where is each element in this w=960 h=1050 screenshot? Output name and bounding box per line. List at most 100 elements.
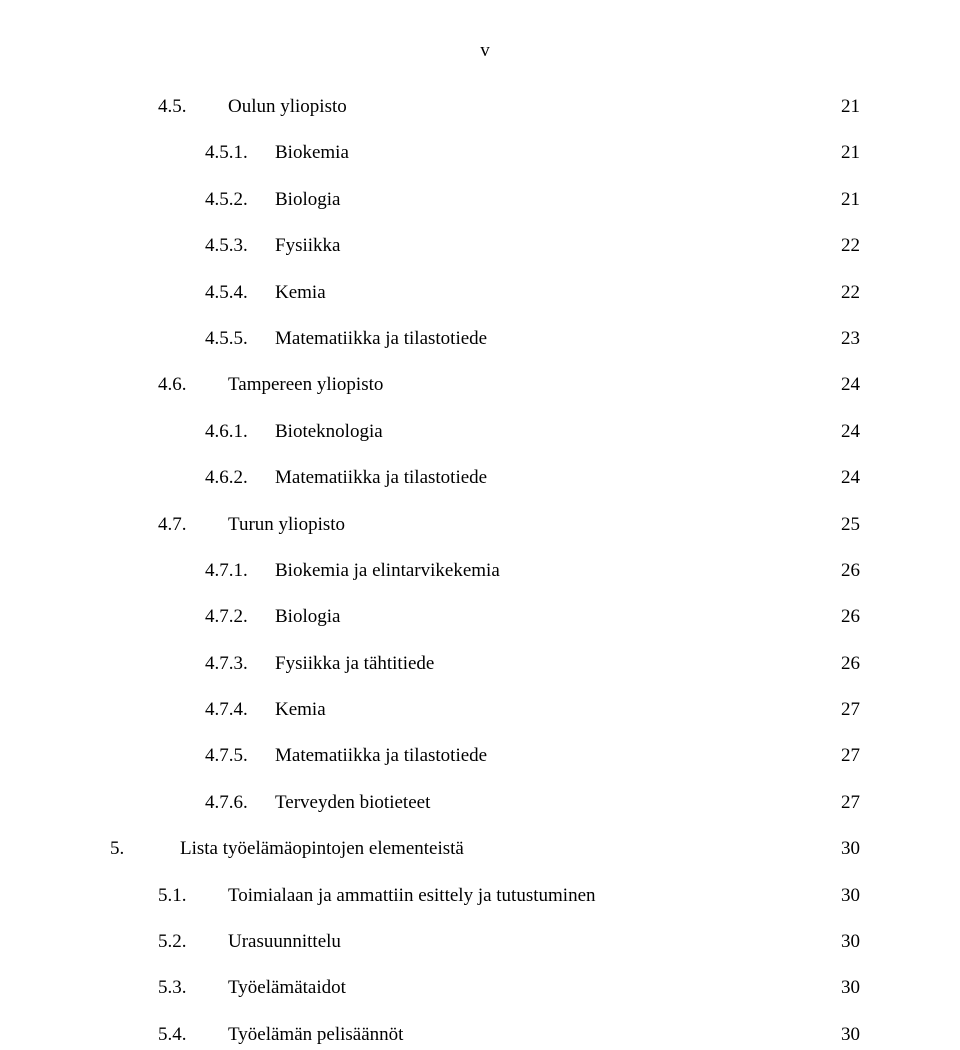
toc-entry-title: Lista työelämäopintojen elementeistä <box>180 834 464 864</box>
toc-entry-title: Tampereen yliopisto <box>228 370 383 400</box>
toc-entry-number: 4.7.3. <box>205 649 275 679</box>
toc-entry-number: 5. <box>110 834 180 864</box>
toc-entry-left: 4.6.Tampereen yliopisto <box>110 370 383 400</box>
toc-entry-page: 24 <box>820 370 860 400</box>
toc-entry-number: 4.5.4. <box>205 278 275 308</box>
toc-entry: 4.7.2.Biologia 26 <box>110 602 860 632</box>
toc-entry: 5.4.Työelämän pelisäännöt 30 <box>110 1020 860 1050</box>
toc-entry: 5.2.Urasuunnittelu 30 <box>110 927 860 957</box>
toc-entry: 4.5.2.Biologia 21 <box>110 185 860 215</box>
toc-entry: 4.5.3.Fysiikka 22 <box>110 231 860 261</box>
toc-entry-number: 4.6.1. <box>205 417 275 447</box>
toc-entry-number: 5.1. <box>158 881 228 911</box>
toc-entry-title: Urasuunnittelu <box>228 927 341 957</box>
toc-entry-page: 30 <box>820 1020 860 1050</box>
toc-entry-page: 21 <box>820 92 860 122</box>
toc-entry-page: 30 <box>820 973 860 1003</box>
toc-entry-page: 27 <box>820 741 860 771</box>
toc-entry: 5.3.Työelämätaidot 30 <box>110 973 860 1003</box>
toc-entry-left: 4.6.2.Matematiikka ja tilastotiede <box>110 463 487 493</box>
toc-entry-left: 4.6.1.Bioteknologia <box>110 417 383 447</box>
toc-entry-title: Turun yliopisto <box>228 510 345 540</box>
toc-entry-title: Biologia <box>275 602 340 632</box>
toc-entry-number: 5.2. <box>158 927 228 957</box>
toc-entry: 4.5.Oulun yliopisto 21 <box>110 92 860 122</box>
toc-entry: 4.5.1.Biokemia 21 <box>110 138 860 168</box>
toc-entry-page: 22 <box>820 278 860 308</box>
toc-entry: 4.7.5.Matematiikka ja tilastotiede 27 <box>110 741 860 771</box>
toc-entry-number: 4.6.2. <box>205 463 275 493</box>
toc-entry: 5.Lista työelämäopintojen elementeistä 30 <box>110 834 860 864</box>
toc-entry: 4.5.4.Kemia 22 <box>110 278 860 308</box>
toc-entry-page: 23 <box>820 324 860 354</box>
toc-entry-page: 27 <box>820 788 860 818</box>
toc-entry-page: 30 <box>820 927 860 957</box>
toc-entry-title: Fysiikka <box>275 231 340 261</box>
toc-entry-number: 4.7.4. <box>205 695 275 725</box>
toc-entry-number: 4.7.5. <box>205 741 275 771</box>
toc-entry-left: 5.4.Työelämän pelisäännöt <box>110 1020 403 1050</box>
toc-entry-number: 4.5. <box>158 92 228 122</box>
toc-entry-number: 4.5.3. <box>205 231 275 261</box>
toc-entry-page: 26 <box>820 602 860 632</box>
toc-entry-left: 4.5.1.Biokemia <box>110 138 349 168</box>
toc-entry-page: 21 <box>820 138 860 168</box>
toc-entry-title: Fysiikka ja tähtitiede <box>275 649 434 679</box>
toc-entry-title: Työelämän pelisäännöt <box>228 1020 403 1050</box>
toc-entry-number: 4.7. <box>158 510 228 540</box>
toc-entry-number: 4.6. <box>158 370 228 400</box>
toc-entry: 4.7.Turun yliopisto 25 <box>110 510 860 540</box>
toc-entry-left: 4.5.Oulun yliopisto <box>110 92 347 122</box>
toc-entry-left: 4.5.3.Fysiikka <box>110 231 340 261</box>
toc-entry-left: 5.1.Toimialaan ja ammattiin esittely ja … <box>110 881 596 911</box>
toc-entry-title: Biologia <box>275 185 340 215</box>
toc-entry-page: 24 <box>820 417 860 447</box>
toc-entry-title: Oulun yliopisto <box>228 92 347 122</box>
toc-entry-left: 4.7.Turun yliopisto <box>110 510 345 540</box>
toc-entry-page: 27 <box>820 695 860 725</box>
toc-entry: 4.6.2.Matematiikka ja tilastotiede24 <box>110 463 860 493</box>
toc-entry: 4.6.1.Bioteknologia 24 <box>110 417 860 447</box>
toc-entry: 4.7.3.Fysiikka ja tähtitiede 26 <box>110 649 860 679</box>
toc-entry-title: Matematiikka ja tilastotiede <box>275 741 487 771</box>
page-roman-numeral: v <box>110 40 860 62</box>
toc-entry: 5.1.Toimialaan ja ammattiin esittely ja … <box>110 881 860 911</box>
toc-entry-left: 5.Lista työelämäopintojen elementeistä <box>110 834 464 864</box>
toc-entry-left: 4.7.4.Kemia <box>110 695 326 725</box>
toc-entry: 4.5.5.Matematiikka ja tilastotiede 23 <box>110 324 860 354</box>
toc-entry-title: Toimialaan ja ammattiin esittely ja tutu… <box>228 881 596 911</box>
toc-entry: 4.7.1.Biokemia ja elintarvikekemia 26 <box>110 556 860 586</box>
toc-entry-left: 4.5.4.Kemia <box>110 278 326 308</box>
toc-entry-left: 4.7.5.Matematiikka ja tilastotiede <box>110 741 487 771</box>
toc-entry-number: 4.7.2. <box>205 602 275 632</box>
toc-entry-page: 22 <box>820 231 860 261</box>
toc-entry-page: 26 <box>820 649 860 679</box>
toc-entry-page: 25 <box>820 510 860 540</box>
toc-entry-page: 26 <box>820 556 860 586</box>
toc-entry-number: 4.7.1. <box>205 556 275 586</box>
toc-entry-title: Terveyden biotieteet <box>275 788 430 818</box>
toc-entry-number: 5.4. <box>158 1020 228 1050</box>
toc-entry-left: 4.7.3.Fysiikka ja tähtitiede <box>110 649 434 679</box>
toc-entry-page: 30 <box>820 834 860 864</box>
toc-entry-title: Matematiikka ja tilastotiede <box>275 463 487 493</box>
toc-entry-page: 30 <box>820 881 860 911</box>
toc-entry-title: Biokemia <box>275 138 349 168</box>
toc-entry-number: 4.5.5. <box>205 324 275 354</box>
toc-entry: 4.7.6.Terveyden biotieteet 27 <box>110 788 860 818</box>
toc-entry-title: Biokemia ja elintarvikekemia <box>275 556 500 586</box>
toc-entry-left: 4.5.2.Biologia <box>110 185 340 215</box>
table-of-contents: 4.5.Oulun yliopisto214.5.1.Biokemia214.5… <box>110 92 860 1050</box>
toc-entry: 4.7.4.Kemia 27 <box>110 695 860 725</box>
toc-entry-left: 5.2.Urasuunnittelu <box>110 927 341 957</box>
toc-entry-number: 5.3. <box>158 973 228 1003</box>
toc-entry-left: 4.7.6.Terveyden biotieteet <box>110 788 430 818</box>
toc-entry-number: 4.5.2. <box>205 185 275 215</box>
toc-entry-number: 4.7.6. <box>205 788 275 818</box>
toc-entry-left: 5.3.Työelämätaidot <box>110 973 346 1003</box>
toc-entry-left: 4.7.1.Biokemia ja elintarvikekemia <box>110 556 500 586</box>
toc-entry-page: 21 <box>820 185 860 215</box>
toc-entry-title: Kemia <box>275 695 326 725</box>
toc-entry-title: Matematiikka ja tilastotiede <box>275 324 487 354</box>
toc-entry-left: 4.5.5.Matematiikka ja tilastotiede <box>110 324 487 354</box>
